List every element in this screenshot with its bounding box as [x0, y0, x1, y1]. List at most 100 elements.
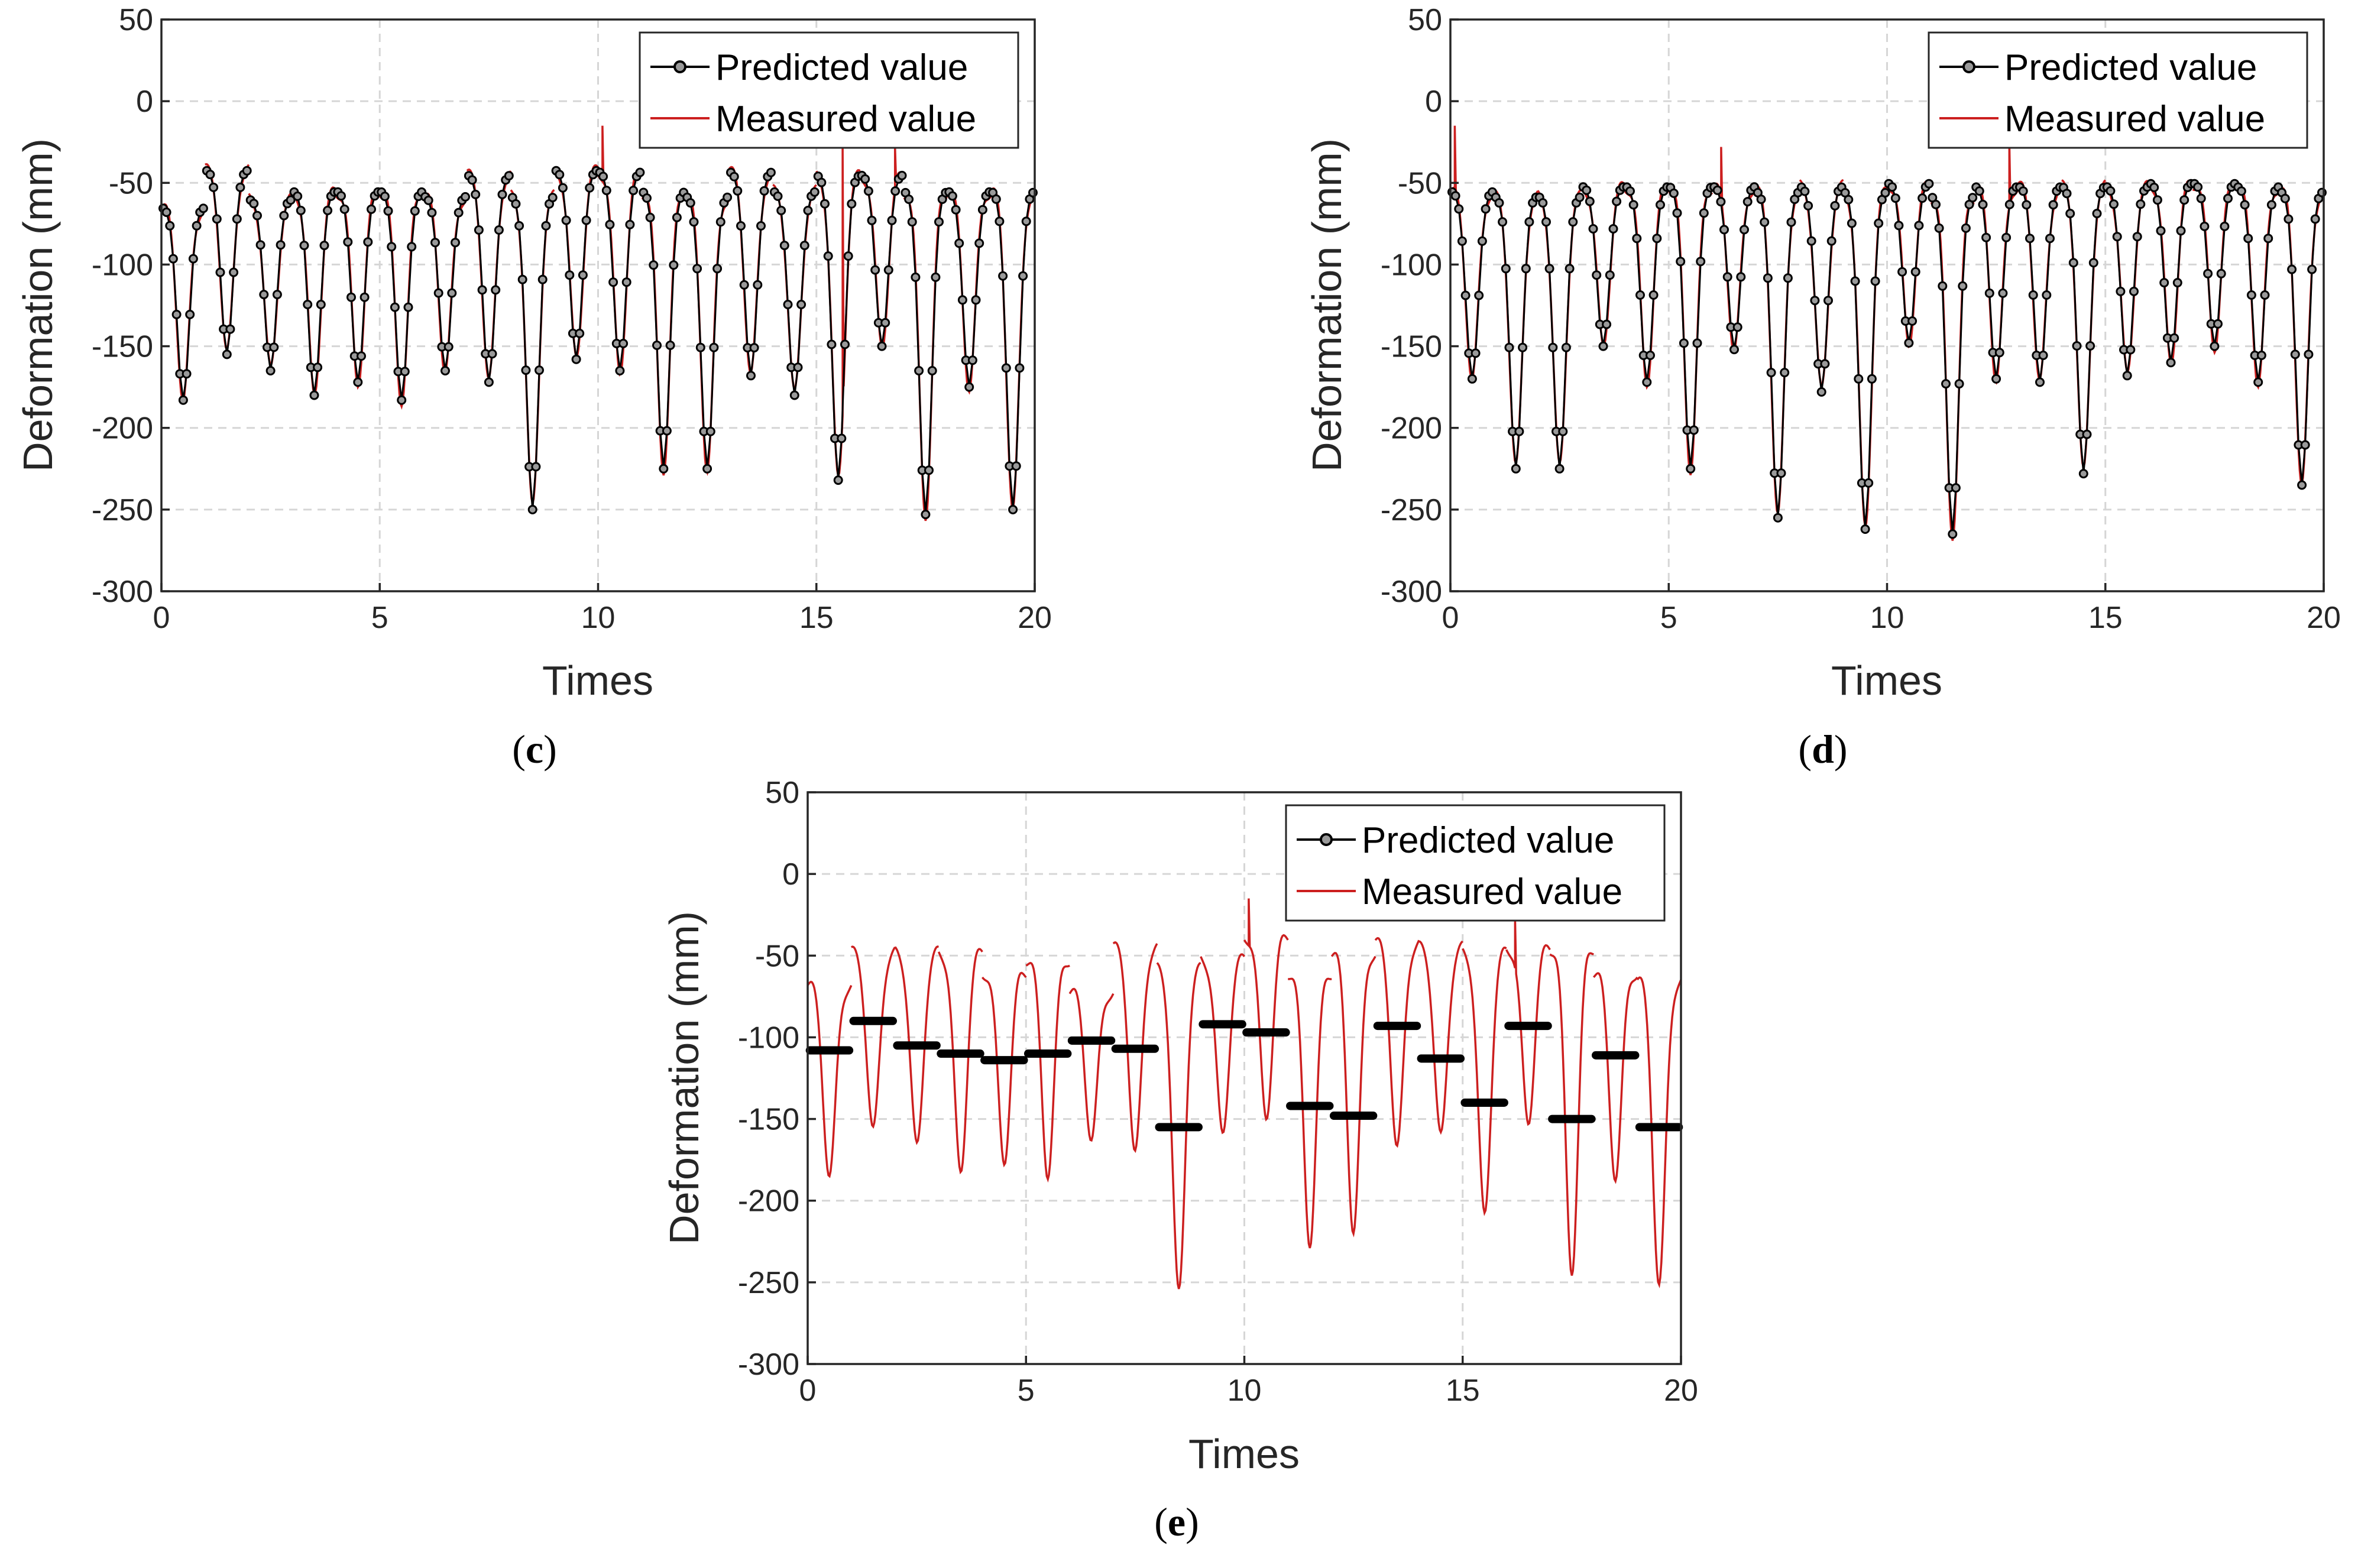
chart-d-predicted-point-4-10 [1608, 224, 1618, 234]
chart-d-predicted-point-13-8 [1994, 348, 2004, 358]
chart-d-legend: Predicted value Measured value [1928, 31, 2308, 149]
chart-d-predicted-point-20-9 [2304, 349, 2314, 359]
chart-c-predicted-series [158, 166, 1038, 520]
chart-e-legend-box [1285, 804, 1666, 922]
chart-d-ytick-label-2: -50 [1398, 166, 1442, 200]
chart-c-predicted-point-12-7 [659, 464, 669, 474]
chart-d-predicted-point-14-10 [2045, 234, 2055, 244]
chart-c-predicted-point-10-3 [558, 183, 568, 193]
chart-c-predicted-point-12-3 [645, 212, 655, 222]
chart-c-predicted-point-19-4 [954, 238, 964, 248]
chart-d-predicted-point-18-10 [2220, 221, 2230, 231]
chart-c-predicted-point-1-7 [178, 395, 188, 405]
chart-c-predicted-point-17-2 [860, 174, 870, 184]
chart-d-predicted-point-11-7 [1904, 338, 1914, 348]
chart-c-predicted-point-7-4 [430, 238, 440, 248]
chart-c-predicted-point-11-10 [625, 219, 635, 229]
chart-c-predicted-point-12-10 [669, 260, 679, 270]
chart-d-predicted-point-14-5 [2028, 290, 2038, 300]
chart-d-predicted-point-12-11 [1961, 223, 1971, 233]
chart-c-predicted-point-12-8 [662, 426, 672, 436]
chart-d-predicted-point-6-2 [1669, 188, 1679, 198]
chart-d-predicted-point-1-11 [1481, 204, 1491, 214]
chart-d-ytick-label-3: -100 [1381, 248, 1442, 282]
chart-e-measured-series [806, 898, 1682, 1290]
chart-d-predicted-point-15-3 [2065, 209, 2075, 219]
chart-e-measured-cycle-11 [1243, 898, 1289, 1122]
chart-d-predicted-point-4-5 [1592, 270, 1602, 280]
chart-c-predicted-point-20-8 [1011, 461, 1021, 471]
chart-c-ytick-label-2: -50 [109, 166, 153, 200]
chart-c-predicted-point-3-5 [259, 290, 269, 300]
chart-d-ylabel: Deformation (mm) [1304, 138, 1350, 472]
chart-c-predicted-point-3-10 [276, 240, 286, 250]
chart-c-predicted-point-4-2 [293, 191, 303, 201]
chart-c-predicted-point-20-5 [1001, 363, 1011, 373]
chart-d-predicted-point-17-11 [2179, 195, 2189, 205]
chart-e-xtick-label-1: 5 [1018, 1373, 1035, 1408]
chart-c-predicted-point-7-13 [461, 192, 470, 202]
chart-c-predicted-point-19-5 [957, 295, 967, 305]
chart-c-xtick-label-4: 20 [1018, 601, 1052, 635]
chart-c-predicted-point-10-10 [581, 215, 591, 225]
chart-c-predicted-point-2-8 [225, 324, 235, 334]
chart-d-predicted-point-17-4 [2156, 226, 2166, 236]
chart-d-predicted-point-4-3 [1585, 196, 1595, 206]
chart-c-predicted-point-11-7 [615, 366, 625, 375]
chart-d-predicted-point-9-5 [1810, 296, 1820, 306]
chart-c-ytick-label-5: -200 [92, 412, 153, 446]
chart-c-predicted-point-18-4 [911, 272, 921, 282]
chart-d-predicted-point-2-2 [1494, 198, 1504, 208]
chart-c-predicted-point-9-2 [511, 199, 521, 209]
chart-c-predicted-point-14-10 [756, 221, 766, 231]
chart-d-predicted-point-8-11 [1786, 217, 1796, 227]
chart-c-predicted-point-20-2 [991, 194, 1001, 204]
chart-c-predicted-point-19-11 [977, 205, 987, 215]
chart-d-predicted-point-7-11 [1742, 197, 1753, 207]
chart-e-measured-cycle-15 [1418, 940, 1463, 1135]
chart-d-predicted-point-9-3 [1803, 201, 1813, 210]
chart-c-ytick-label-6: -250 [92, 493, 153, 527]
chart-c-predicted-point-5-4 [343, 237, 353, 247]
chart-c-predicted-point-9-4 [517, 274, 527, 284]
chart-d-predicted-point-18-3 [2196, 193, 2206, 203]
chart-c-legend-measured-label: Measured value [715, 99, 976, 140]
chart-c-predicted-point-13-4 [692, 264, 702, 274]
chart-d-predicted-point-13-4 [1981, 232, 1991, 242]
chart-d-xtick-label-2: 10 [1870, 601, 1904, 635]
chart-c-predicted-point-3-11 [279, 210, 289, 221]
chart-d-predicted-point-14-8 [2038, 351, 2048, 360]
chart-d-predicted-point-1-2 [1450, 191, 1460, 201]
chart-d-predicted-point-16-2 [2106, 186, 2116, 196]
chart-c-predicted-point-13-3 [689, 217, 699, 227]
chart-d-ytick-label-7: -300 [1381, 575, 1442, 609]
chart-c-predicted-point-6-7 [397, 395, 407, 405]
chart-d-predicted-point-20-8 [2300, 440, 2310, 450]
chart-c-xtick-label-3: 15 [799, 601, 834, 635]
chart-c-predicted-point-4-5 [303, 300, 313, 309]
chart-c-predicted-point-16-8 [837, 433, 847, 443]
chart-d-predicted-point-9-8 [1820, 359, 1830, 369]
chart-c-predicted-point-13-10 [712, 264, 723, 274]
chart-c-predicted-point-1-2 [161, 208, 171, 217]
chart-d-predicted-point-10-10 [1870, 276, 1880, 286]
chart-c-predicted-point-10-5 [565, 270, 575, 280]
chart-c-predicted-point-11-4 [605, 219, 615, 229]
chart-d-predicted-point-11-2 [1887, 182, 1897, 192]
chart-e-measured-cycle-19 [1592, 971, 1638, 1184]
chart-c-predicted-point-4-11 [323, 206, 333, 215]
chart-e-measured-cycle-2 [851, 945, 896, 1129]
chart-c-predicted-point-19-10 [974, 238, 984, 248]
chart-d-predicted-point-16-5 [2116, 286, 2126, 296]
chart-c-predicted-point-16-2 [817, 177, 827, 187]
chart-c-predicted-point-19-9 [971, 295, 981, 305]
chart-d-predicted-point-1-8 [1470, 348, 1481, 358]
chart-c-predicted-point-10-2 [555, 170, 565, 180]
chart-d-predicted-point-13-2 [1974, 186, 1984, 196]
chart-c-predicted-point-11-13 [635, 167, 645, 177]
chart-e-xlabel: Times [1188, 1431, 1300, 1477]
chart-d-predicted-point-9-10 [1826, 236, 1836, 246]
chart-c-predicted-point-15-2 [773, 191, 783, 201]
chart-c-predicted-point-15-9 [796, 300, 806, 309]
chart-d-predicted-point-3-13 [1575, 192, 1585, 202]
